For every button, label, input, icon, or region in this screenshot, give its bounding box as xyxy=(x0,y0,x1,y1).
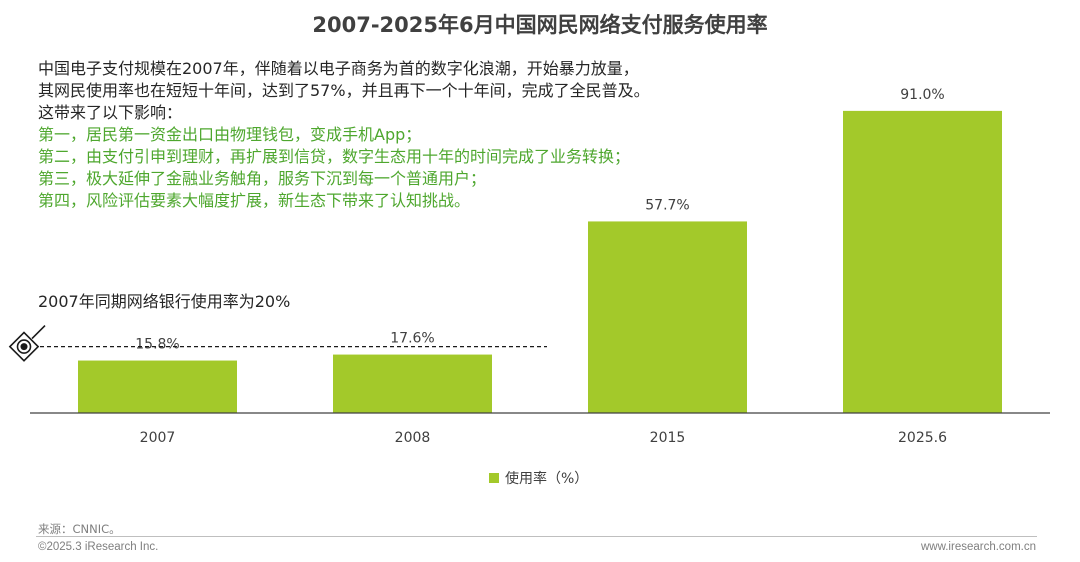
source-note: 来源：CNNIC。 xyxy=(38,522,121,536)
intro-line: 中国电子支付规模在2007年，伴随着以电子商务为首的数字化浪潮，开始暴力放量， xyxy=(38,59,639,78)
legend-swatch xyxy=(489,473,499,483)
bar xyxy=(588,221,747,413)
chart-title: 2007-2025年6月中国网民网络支付服务使用率 xyxy=(312,13,768,37)
intro-text: 中国电子支付规模在2007年，伴随着以电子商务为首的数字化浪潮，开始暴力放量， … xyxy=(38,58,798,212)
data-label: 91.0% xyxy=(900,87,944,103)
copyright: ©2025.3 iResearch Inc. xyxy=(38,541,159,553)
data-label: 15.8% xyxy=(135,337,179,353)
impact-line: 第一，居民第一资金出口由物理钱包，变成手机App； xyxy=(38,125,422,144)
legend-label: 使用率（%） xyxy=(505,471,589,487)
intro-line: 这带来了以下影响： xyxy=(38,103,183,122)
reference-note: 2007年同期网络银行使用率为20% xyxy=(38,292,291,311)
bar xyxy=(78,360,237,413)
data-label: 57.7% xyxy=(645,197,689,213)
impact-line: 第四，风险评估要素大幅度扩展，新生态下带来了认知挑战。 xyxy=(38,191,471,210)
bar xyxy=(333,354,492,413)
x-tick-label: 2007 xyxy=(140,430,176,446)
bar xyxy=(843,110,1002,413)
target-icon xyxy=(8,325,46,362)
data-label: 17.6% xyxy=(390,331,434,347)
intro-line: 其网民使用率也在短短十年间，达到了57%，并且再下一个十年间，完成了全民普及。 xyxy=(38,81,650,100)
legend: 使用率（%） xyxy=(489,468,588,488)
x-tick-label: 2008 xyxy=(395,430,431,446)
x-tick-label: 2015 xyxy=(650,430,686,446)
website: www.iresearch.com.cn xyxy=(920,541,1036,553)
impact-line: 第二，由支付引申到理财，再扩展到信贷，数字生态用十年的时间完成了业务转换； xyxy=(38,147,631,166)
footer-divider xyxy=(36,536,1037,537)
impact-line: 第三，极大延伸了金融业务触角，服务下沉到每一个普通用户； xyxy=(38,169,487,188)
x-tick-label: 2025.6 xyxy=(898,430,947,446)
